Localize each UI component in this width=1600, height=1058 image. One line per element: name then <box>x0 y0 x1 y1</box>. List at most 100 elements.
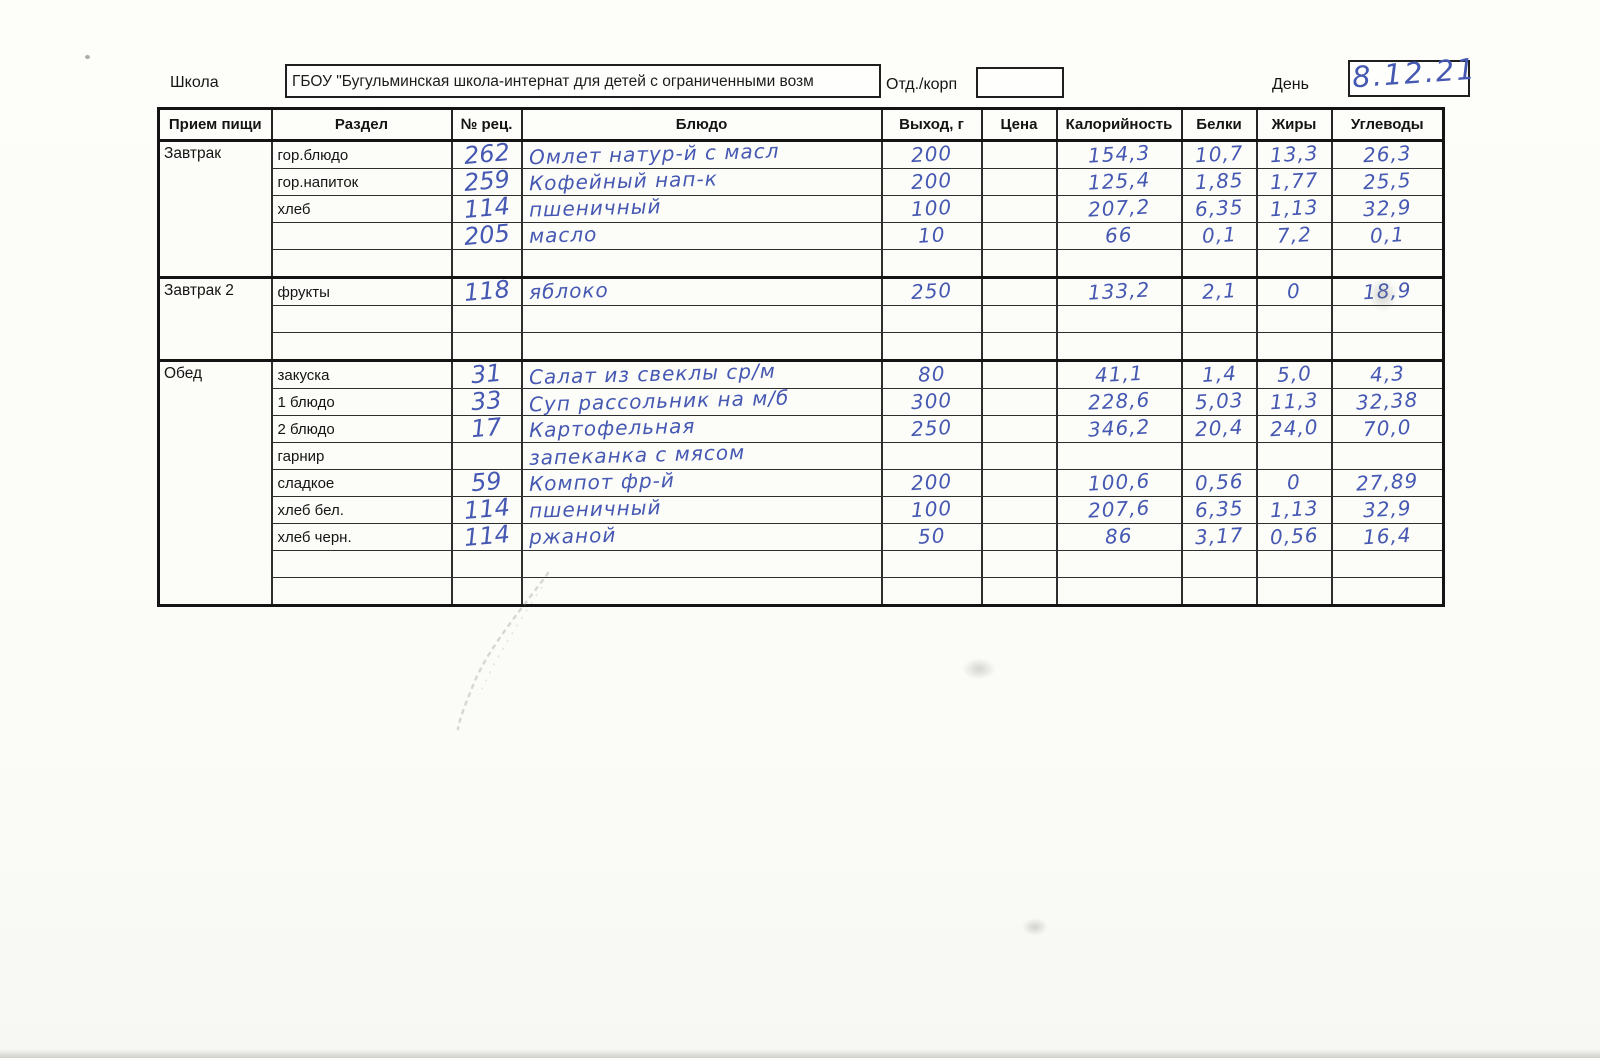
rec-handwritten: 118 <box>462 274 511 307</box>
carb-cell: 4,3 <box>1330 359 1445 389</box>
out-handwritten: 200 <box>910 140 953 168</box>
fat-handwritten: 0,56 <box>1269 522 1319 550</box>
prot-cell: 5,03 <box>1180 388 1258 416</box>
out-cell: 80 <box>880 359 983 389</box>
prot-handwritten: 1,85 <box>1194 167 1244 195</box>
dish-cell <box>520 249 883 278</box>
carb-cell <box>1330 332 1445 361</box>
dish-cell: Компот фр-й <box>520 468 883 497</box>
dish-handwritten: пшеничный <box>528 495 662 523</box>
out-handwritten: 80 <box>917 361 946 387</box>
out-cell: 300 <box>880 388 983 416</box>
razdel-cell <box>270 222 453 250</box>
razdel-cell: 2 блюдо <box>270 415 453 443</box>
rec-cell <box>450 550 523 578</box>
razdel-cell: хлеб черн. <box>270 523 453 551</box>
prot-cell: 1,4 <box>1180 359 1258 389</box>
carb-cell: 25,5 <box>1330 168 1445 196</box>
scan-speck <box>85 55 90 59</box>
fat-cell: 0 <box>1255 276 1333 306</box>
prot-cell: 2,1 <box>1180 276 1258 306</box>
prot-cell <box>1180 249 1258 278</box>
rec-cell: 17 <box>450 412 523 443</box>
fat-cell: 1,13 <box>1255 496 1333 524</box>
table-row <box>159 332 1445 361</box>
col-header-2: № рец. <box>450 108 523 142</box>
day-value-handwritten: 8.12.21 <box>1350 51 1478 95</box>
fat-handwritten: 11,3 <box>1269 387 1319 415</box>
table-row: хлеб черн. 114 ржаной 50 86 3,17 0,56 16,4 <box>159 520 1445 551</box>
table-row: Обед закуска 31 Салат из свеклы ср/м 80 41,1 1… <box>157 358 1445 606</box>
kcal-cell: 346,2 <box>1055 414 1183 443</box>
price-cell <box>980 442 1058 470</box>
rec-cell: 205 <box>450 219 523 250</box>
prot-cell: 0,1 <box>1180 222 1258 250</box>
carb-cell: 70,0 <box>1330 414 1445 443</box>
dish-handwritten: запеканка с мясом <box>528 440 745 470</box>
table-row: гарнир запеканка с мясом <box>159 440 1445 470</box>
price-cell <box>980 469 1058 497</box>
header-row: Прием пищи Раздел № рец. Блюдо Выход, г Цена К… <box>157 108 1445 142</box>
kcal-handwritten: 86 <box>1104 523 1134 549</box>
out-cell: 10 <box>880 222 983 250</box>
prot-handwritten: 20,4 <box>1194 414 1244 442</box>
prot-handwritten: 6,35 <box>1194 194 1244 222</box>
fat-handwritten: 24,0 <box>1269 414 1319 442</box>
razdel-cell: сладкое <box>270 469 453 497</box>
fat-handwritten: 7,2 <box>1275 222 1313 248</box>
menu-table-header: Прием пищи Раздел № рец. Блюдо Выход, г Цена К… <box>157 108 1445 142</box>
kcal-cell: 86 <box>1055 523 1183 551</box>
day-value-box: 8.12.21 <box>1348 52 1478 97</box>
prot-handwritten: 1,4 <box>1200 361 1238 387</box>
kcal-cell <box>1055 332 1183 361</box>
out-cell: 200 <box>880 139 983 169</box>
carb-handwritten: 4,3 <box>1369 361 1406 387</box>
out-handwritten: 200 <box>910 468 953 496</box>
prot-cell <box>1180 577 1258 606</box>
dish-handwritten: масло <box>528 222 598 248</box>
price-cell <box>980 168 1058 196</box>
razdel-cell <box>270 577 453 606</box>
col-header-8: Жиры <box>1255 108 1333 142</box>
dish-handwritten: Картофельная <box>528 413 696 443</box>
kcal-cell: 100,6 <box>1055 468 1183 497</box>
carb-handwritten: 70,0 <box>1362 414 1413 442</box>
out-cell <box>880 305 983 333</box>
out-cell: 50 <box>880 523 983 551</box>
scan-smudge <box>962 658 996 680</box>
dept-value-box <box>976 67 1064 98</box>
razdel-cell: гарнир <box>270 442 453 470</box>
out-handwritten: 50 <box>917 523 946 549</box>
out-handwritten: 100 <box>910 194 953 222</box>
table-row: гор.напиток 259 Кофейный нап-к 200 125,4 1,85… <box>159 165 1445 196</box>
prot-handwritten: 3,17 <box>1194 522 1244 550</box>
kcal-handwritten: 125,4 <box>1087 167 1151 195</box>
day-label: День <box>1272 76 1309 93</box>
col-header-9: Углеводы <box>1330 108 1445 142</box>
kcal-cell <box>1055 249 1183 278</box>
carb-cell <box>1330 577 1445 606</box>
kcal-cell <box>1055 550 1183 578</box>
carb-handwritten: 16,4 <box>1362 522 1413 550</box>
out-cell: 200 <box>880 168 983 196</box>
scan-edge-shadow <box>0 1049 1600 1058</box>
kcal-handwritten: 41,1 <box>1094 360 1144 388</box>
prot-cell: 6,35 <box>1180 495 1258 524</box>
table-row: Завтрак гор.блюдо 262 Омлет натур-й с масл 2… <box>157 138 1445 278</box>
meal-cell-1: Завтрак 2 <box>157 276 273 361</box>
dish-cell: пшеничный <box>520 495 883 524</box>
prot-handwritten: 6,35 <box>1194 495 1244 523</box>
carb-cell: 32,9 <box>1330 195 1445 223</box>
carb-cell: 32,38 <box>1330 387 1445 416</box>
col-header-4: Выход, г <box>880 108 983 142</box>
carb-handwritten: 18,9 <box>1362 277 1413 305</box>
school-name-box: ГБОУ "Бугульминская школа-интернат для д… <box>285 64 881 98</box>
price-cell <box>980 139 1058 169</box>
rec-cell: 262 <box>450 138 523 169</box>
price-cell <box>980 276 1058 306</box>
fat-cell <box>1255 249 1333 278</box>
kcal-cell <box>1055 305 1183 333</box>
rec-cell: 259 <box>450 165 523 196</box>
fat-cell: 1,77 <box>1255 168 1333 196</box>
school-label: Школа <box>170 74 219 91</box>
